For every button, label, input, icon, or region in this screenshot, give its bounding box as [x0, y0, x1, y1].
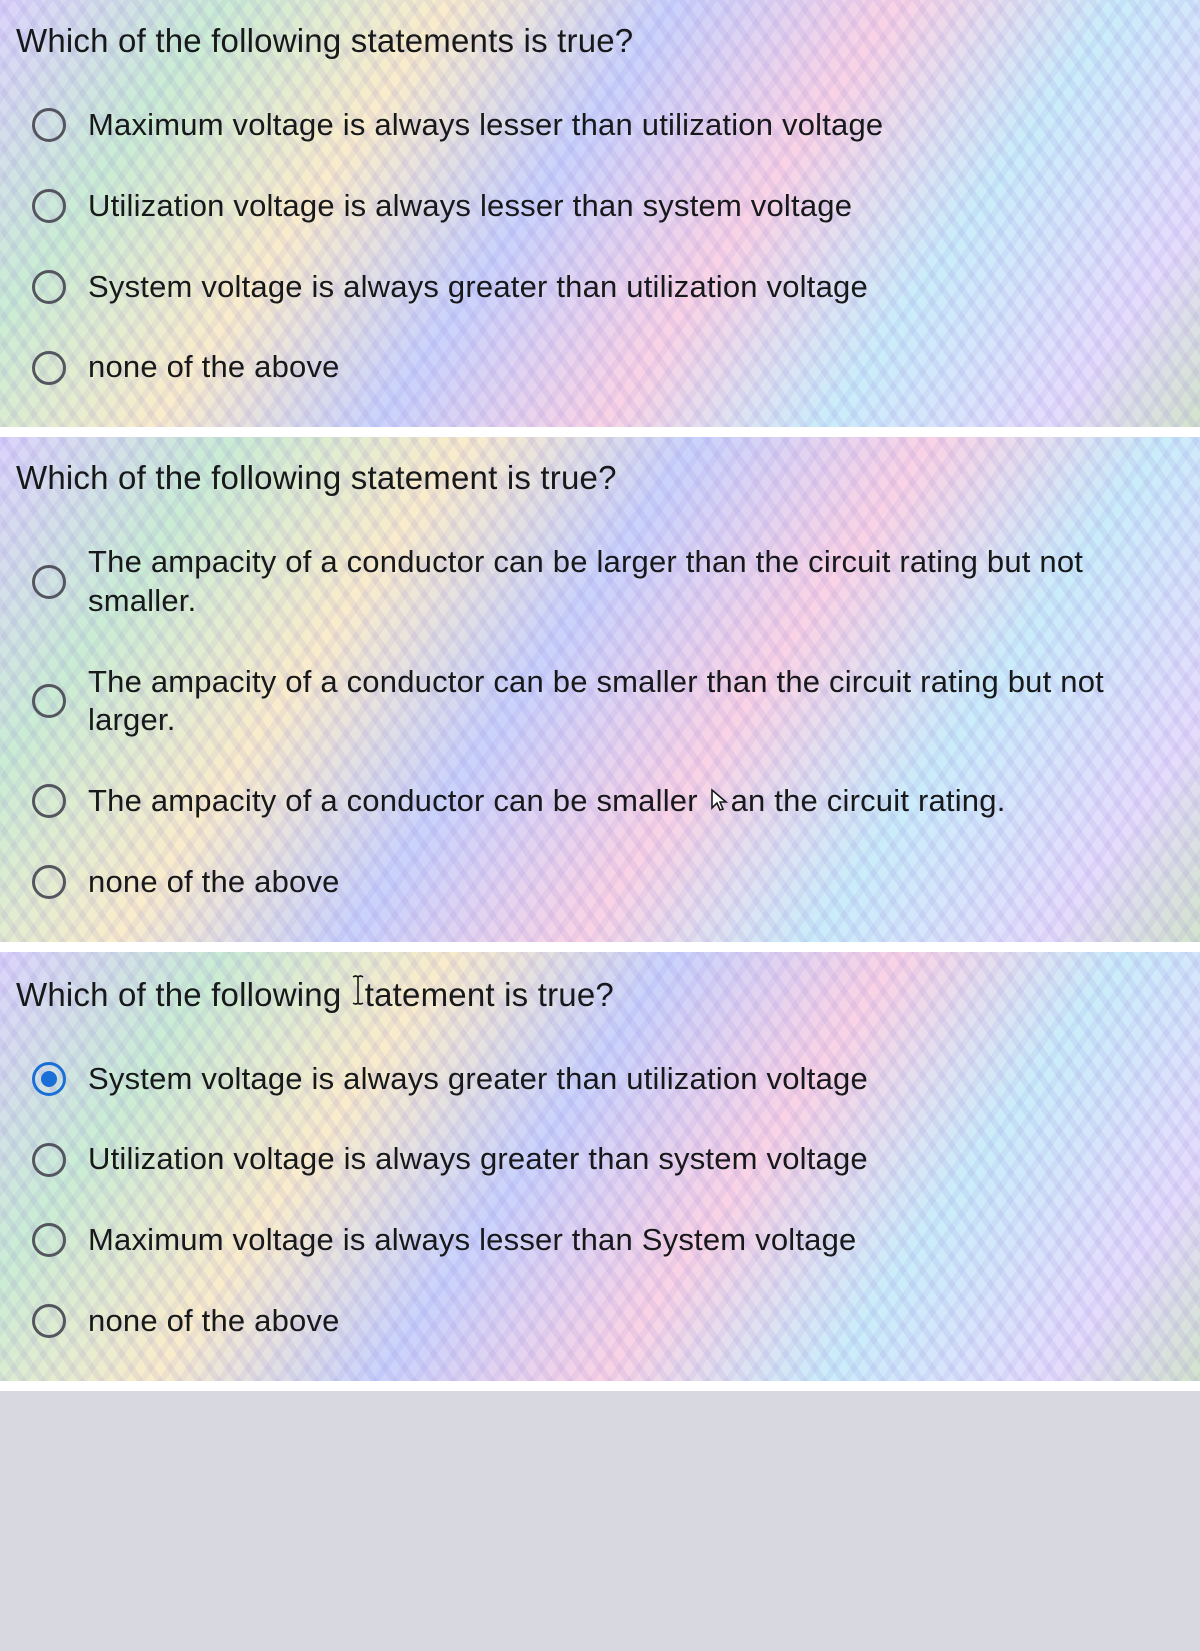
radio-unselected[interactable] — [32, 351, 66, 385]
option-label: Maximum voltage is always lesser than Sy… — [88, 1221, 856, 1260]
option-label: none of the above — [88, 863, 340, 902]
radio-unselected[interactable] — [32, 865, 66, 899]
radio-unselected[interactable] — [32, 108, 66, 142]
radio-dot-icon — [41, 1071, 57, 1087]
question-panel-3: Which of the following tatement is true?… — [0, 952, 1200, 1391]
question-text: Which of the following tatement is true? — [16, 974, 1186, 1014]
option-label-post: an the circuit rating. — [731, 783, 1006, 818]
option-row[interactable]: The ampacity of a conductor can be large… — [32, 543, 1186, 621]
option-label: none of the above — [88, 1302, 340, 1341]
option-row[interactable]: Utilization voltage is always lesser tha… — [32, 187, 1186, 226]
radio-unselected[interactable] — [32, 270, 66, 304]
radio-unselected[interactable] — [32, 189, 66, 223]
question-text: Which of the following statement is true… — [16, 459, 1186, 497]
option-row[interactable]: none of the above — [32, 1302, 1186, 1341]
text-caret-icon — [352, 974, 364, 1014]
option-label: The ampacity of a conductor can be large… — [88, 543, 1186, 621]
option-row[interactable]: Maximum voltage is always lesser than Sy… — [32, 1221, 1186, 1260]
option-row[interactable]: The ampacity of a conductor can be small… — [32, 782, 1186, 821]
option-row[interactable]: none of the above — [32, 863, 1186, 902]
option-label: Utilization voltage is always lesser tha… — [88, 187, 852, 226]
radio-unselected[interactable] — [32, 784, 66, 818]
option-label: Utilization voltage is always greater th… — [88, 1140, 868, 1179]
option-row[interactable]: System voltage is always greater than ut… — [32, 1060, 1186, 1099]
option-label: System voltage is always greater than ut… — [88, 1060, 868, 1099]
option-row[interactable]: System voltage is always greater than ut… — [32, 268, 1186, 307]
option-label: The ampacity of a conductor can be small… — [88, 782, 1006, 821]
radio-unselected[interactable] — [32, 1223, 66, 1257]
option-row[interactable]: Maximum voltage is always lesser than ut… — [32, 106, 1186, 145]
option-label-pre: The ampacity of a conductor can be small… — [88, 783, 707, 818]
question-panel-1: Which of the following statements is tru… — [0, 0, 1200, 437]
option-row[interactable]: none of the above — [32, 348, 1186, 387]
option-row[interactable]: Utilization voltage is always greater th… — [32, 1140, 1186, 1179]
mouse-cursor-icon — [709, 785, 729, 824]
option-label: none of the above — [88, 348, 340, 387]
radio-unselected[interactable] — [32, 1143, 66, 1177]
question-panel-2: Which of the following statement is true… — [0, 437, 1200, 952]
radio-unselected[interactable] — [32, 1304, 66, 1338]
radio-unselected[interactable] — [32, 684, 66, 718]
option-label: Maximum voltage is always lesser than ut… — [88, 106, 883, 145]
radio-selected[interactable] — [32, 1062, 66, 1096]
radio-unselected[interactable] — [32, 565, 66, 599]
question-text-pre: Which of the following — [16, 976, 351, 1013]
option-row[interactable]: The ampacity of a conductor can be small… — [32, 663, 1186, 741]
option-label: The ampacity of a conductor can be small… — [88, 663, 1186, 741]
question-text: Which of the following statements is tru… — [16, 22, 1186, 60]
question-text-post: tatement is true? — [365, 976, 614, 1013]
option-label: System voltage is always greater than ut… — [88, 268, 868, 307]
